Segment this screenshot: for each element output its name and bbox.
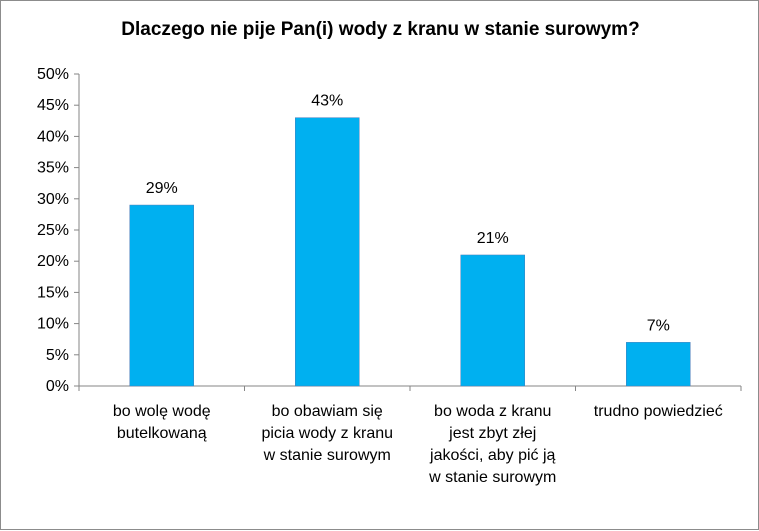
bar	[460, 254, 525, 387]
category-label-line: jakości, aby pić ją	[429, 447, 555, 464]
data-label: 7%	[647, 317, 670, 334]
y-tick-label: 15%	[37, 284, 69, 301]
y-tick-label: 10%	[37, 316, 69, 333]
category-label: trudno powiedzieć	[594, 403, 723, 420]
y-tick-label: 30%	[37, 191, 69, 208]
category-label-line: w stanie surowym	[428, 469, 556, 486]
bar	[626, 342, 691, 387]
y-tick-label: 20%	[37, 253, 69, 270]
y-tick-label: 50%	[37, 66, 69, 83]
chart-title: Dlaczego nie pije Pan(i) wody z kranu w …	[121, 19, 640, 40]
category-label-line: bo wolę wodę	[113, 403, 211, 420]
y-tick-label: 35%	[37, 160, 69, 177]
y-tick-label: 5%	[46, 347, 69, 364]
y-tick-label: 40%	[37, 128, 69, 145]
category-label: bo obawiam się picia wody z kranu w stanie…	[261, 403, 393, 464]
category-label: bo woda z kranu jest zbyt złej jakości, ab…	[428, 403, 556, 486]
category-label: bo wolę wodę butelkowaną	[113, 403, 211, 442]
bar	[295, 117, 360, 387]
category-label-line: picia wody z kranu	[261, 425, 393, 442]
y-tick-label: 25%	[37, 222, 69, 239]
y-tick-label: 45%	[37, 97, 69, 114]
data-label: 21%	[477, 230, 509, 247]
category-label-line: jest zbyt złej	[448, 425, 536, 442]
category-label-line: butelkowaną	[117, 425, 207, 442]
y-tick-label: 0%	[46, 378, 69, 395]
data-label: 43%	[311, 93, 343, 110]
category-label-line: w stanie surowym	[263, 447, 391, 464]
category-label-line: bo woda z kranu	[434, 403, 551, 420]
category-label-line: bo obawiam się	[272, 403, 383, 420]
data-label: 29%	[146, 180, 178, 197]
category-label-line: trudno powiedzieć	[594, 403, 723, 420]
bar	[129, 204, 194, 387]
